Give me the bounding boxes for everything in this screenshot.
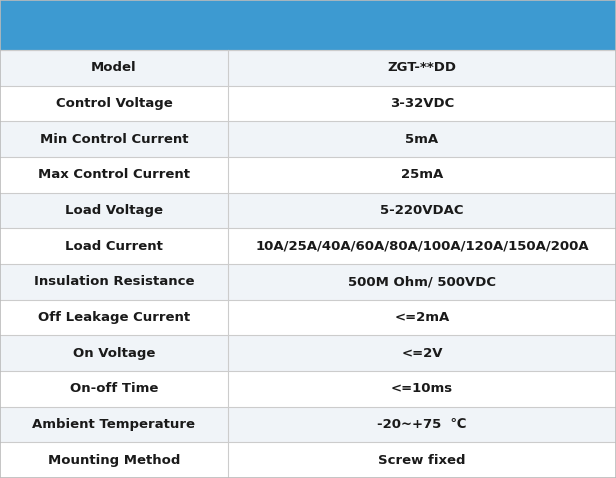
Text: Control Voltage: Control Voltage [55, 97, 172, 110]
Bar [228, 86, 616, 121]
Text: Load Voltage: Load Voltage [65, 204, 163, 217]
Bar [228, 371, 616, 407]
Text: Max Control Current: Max Control Current [38, 168, 190, 181]
Bar [0, 0, 616, 50]
Bar [0, 264, 228, 300]
Bar [228, 228, 616, 264]
Bar [228, 300, 616, 336]
Bar [228, 336, 616, 371]
Bar [0, 228, 228, 264]
Text: <=2mA: <=2mA [394, 311, 450, 324]
Text: 25mA: 25mA [401, 168, 443, 181]
Bar [0, 407, 228, 442]
Bar [0, 300, 228, 336]
Bar [0, 157, 228, 193]
Bar [0, 86, 228, 121]
Text: Load Current: Load Current [65, 239, 163, 253]
Text: 3-32VDC: 3-32VDC [390, 97, 454, 110]
Text: 5mA: 5mA [405, 133, 439, 146]
Text: 10A/25A/40A/60A/80A/100A/120A/150A/200A: 10A/25A/40A/60A/80A/100A/120A/150A/200A [255, 239, 589, 253]
Bar [0, 371, 228, 407]
Text: Insulation Resistance: Insulation Resistance [34, 275, 194, 288]
Text: 5-220VDAC: 5-220VDAC [380, 204, 464, 217]
Text: On-off Time: On-off Time [70, 382, 158, 395]
Text: <=2V: <=2V [401, 347, 443, 359]
Bar [0, 442, 228, 478]
Text: On Voltage: On Voltage [73, 347, 155, 359]
Text: Model: Model [91, 61, 137, 75]
Text: ZGT-**DD: ZGT-**DD [387, 61, 456, 75]
Text: Mounting Method: Mounting Method [48, 454, 180, 467]
Bar [228, 407, 616, 442]
Text: <=10ms: <=10ms [391, 382, 453, 395]
Text: Off Leakage Current: Off Leakage Current [38, 311, 190, 324]
Bar [0, 50, 228, 86]
Text: Min Control Current: Min Control Current [39, 133, 188, 146]
Bar [228, 50, 616, 86]
Bar [228, 442, 616, 478]
Bar [0, 193, 228, 228]
Bar [228, 121, 616, 157]
Bar [228, 264, 616, 300]
Bar [0, 336, 228, 371]
Bar [228, 157, 616, 193]
Bar [228, 193, 616, 228]
Text: Ambient Temperature: Ambient Temperature [33, 418, 195, 431]
Text: 500M Ohm/ 500VDC: 500M Ohm/ 500VDC [348, 275, 496, 288]
Text: Screw fixed: Screw fixed [378, 454, 466, 467]
Bar [0, 121, 228, 157]
Text: -20~+75  ℃: -20~+75 ℃ [377, 418, 467, 431]
